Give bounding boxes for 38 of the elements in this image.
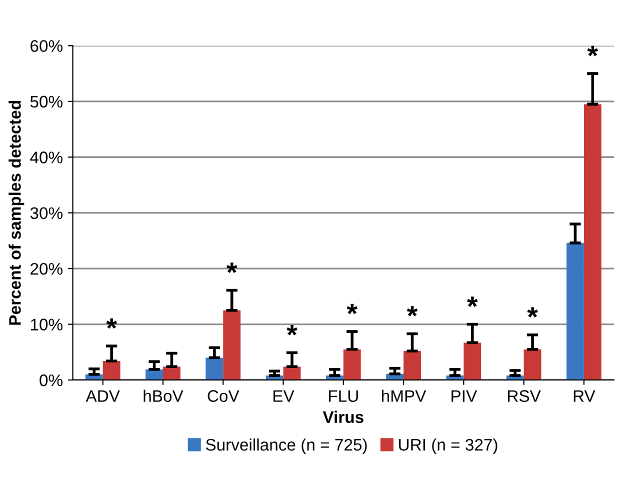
y-tick-label: 60% xyxy=(30,40,62,52)
annotation: * xyxy=(467,296,478,307)
y-tick-label: 10% xyxy=(30,318,62,330)
x-tick-label: PIV xyxy=(452,390,478,402)
bar xyxy=(162,366,180,380)
bar xyxy=(223,310,241,380)
bar xyxy=(206,358,224,380)
x-tick-label: hBoV xyxy=(144,390,184,402)
bar xyxy=(404,351,421,380)
y-axis-title: Percent of samples detected xyxy=(8,100,24,325)
x-tick-label: ADV xyxy=(86,390,120,402)
y-tick-label: 20% xyxy=(30,262,62,275)
x-tick-label: CoV xyxy=(208,390,240,402)
x-tick-label: RSV xyxy=(508,390,541,402)
y-tick-label: 50% xyxy=(30,96,62,108)
annotation: * xyxy=(106,318,117,329)
bar xyxy=(343,349,361,380)
x-axis-title: Virus xyxy=(322,410,364,424)
legend-label: URI (n = 327) xyxy=(399,438,498,454)
y-tick-label: 30% xyxy=(30,207,62,220)
annotation: * xyxy=(346,304,358,314)
annotation: * xyxy=(286,325,298,336)
x-tick-label: EV xyxy=(274,390,294,402)
bar xyxy=(102,361,120,380)
y-tick-label: 40% xyxy=(30,152,62,164)
x-tick-label: hMPV xyxy=(382,390,426,402)
x-tick-label: RV xyxy=(574,390,596,402)
annotation: * xyxy=(587,46,598,56)
bar xyxy=(464,342,482,380)
bar xyxy=(584,104,602,380)
x-tick-label: FLU xyxy=(329,390,358,402)
legend-label: Surveillance (n = 725) xyxy=(206,438,367,454)
annotation: * xyxy=(527,307,538,318)
annotation: * xyxy=(406,306,418,316)
bar xyxy=(566,242,584,380)
bar xyxy=(524,349,542,380)
annotation: * xyxy=(226,262,238,273)
y-tick-label: 0% xyxy=(40,374,62,386)
